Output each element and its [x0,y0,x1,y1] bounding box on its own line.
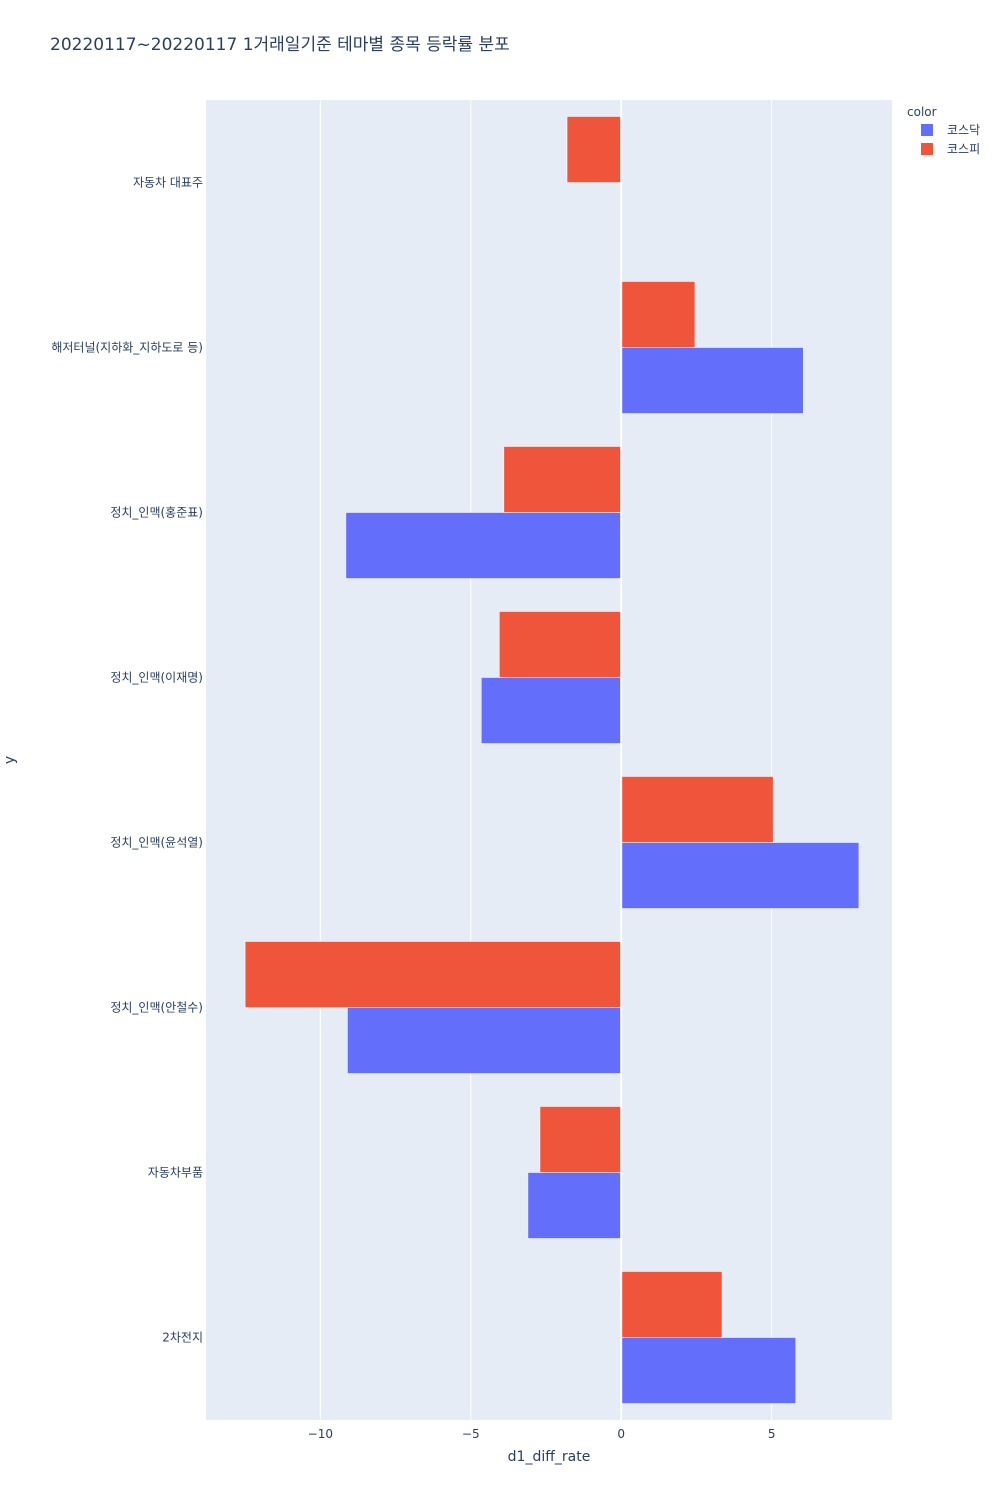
bar-kospi [503,446,622,513]
legend-item-label: 코스닥 [947,123,980,137]
legend-title: color [907,105,937,119]
bar-kospi [566,116,622,183]
x-tick-label: 0 [617,1427,625,1441]
bar-kosdaq [481,677,622,744]
bar-kospi [620,776,774,843]
y-axis-title: y [2,756,18,764]
bar-kosdaq [347,1007,622,1074]
y-tick-label: 정치_인맥(안철수) [110,1001,203,1015]
y-tick-label: 해저터널(지하화_지하도로 등) [51,341,203,355]
x-tick-labels: −10 −5 0 5 [308,1427,776,1441]
bar-kosdaq [620,347,804,414]
bars [244,116,860,1404]
legend-swatch [921,124,933,136]
y-tick-label: 정치_인맥(홍준표) [110,506,203,520]
gridlines [319,100,773,1420]
x-tick-label: 5 [768,1427,776,1441]
y-tick-label: 자동차부품 [148,1166,203,1180]
x-tick-label: −10 [308,1427,333,1441]
x-axis-title: d1_diff_rate [508,1449,591,1465]
y-tick-label: 정치_인맥(이재명) [110,671,203,685]
legend-item-label: 코스피 [947,142,980,156]
bar-kospi [499,611,622,678]
legend-swatch [921,143,933,155]
bar-kospi [539,1106,622,1173]
y-tick-label: 자동차 대표주 [133,176,203,190]
x-tick-label: −5 [462,1427,480,1441]
y-tick-label: 정치_인맥(윤석열) [110,836,203,850]
bar-kosdaq [620,1337,796,1404]
bar-kospi [620,281,696,348]
bar-kospi [244,941,622,1008]
y-tick-label: 2차전지 [162,1331,203,1345]
bar-kosdaq [527,1172,622,1239]
bar-kosdaq [620,842,860,909]
chart-title: 20220117~20220117 1거래일기준 테마별 종목 등락률 분포 [50,35,510,55]
bar-kospi [620,1271,723,1338]
bar-kosdaq [345,512,622,579]
